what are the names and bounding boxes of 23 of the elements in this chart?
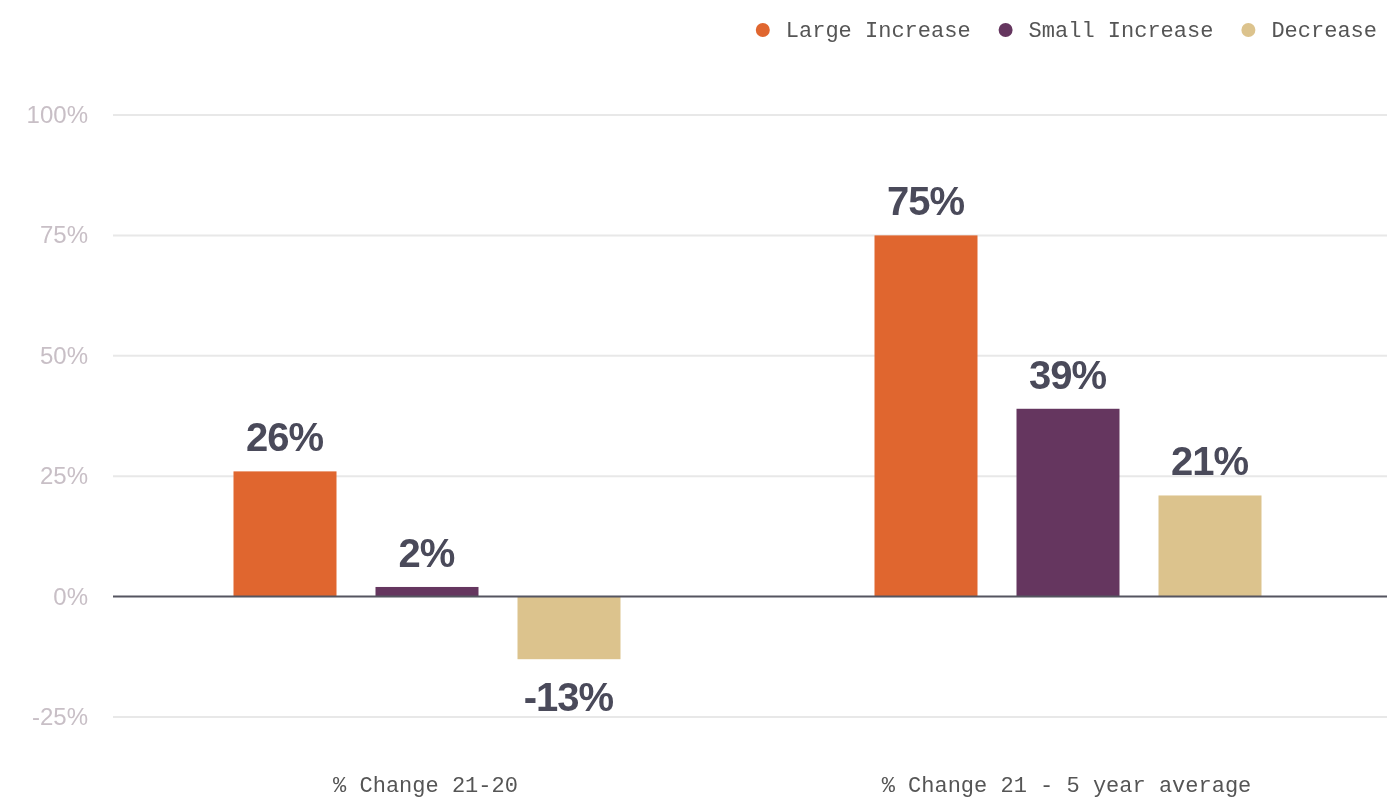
- y-tick-label: 75%: [39, 221, 88, 249]
- bar: [233, 471, 337, 597]
- data-label: 21%: [1170, 439, 1249, 484]
- bar: [517, 596, 621, 660]
- y-tick-label: 25%: [39, 462, 88, 490]
- data-label: 75%: [886, 179, 965, 224]
- y-tick-label: 0%: [53, 582, 88, 610]
- bar: [1158, 495, 1262, 597]
- legend-label: Decrease: [1271, 19, 1378, 44]
- data-label: 39%: [1028, 352, 1107, 397]
- y-tick-label: 100%: [26, 101, 88, 128]
- x-tick-label: % Change 21 - 5 year average: [881, 774, 1252, 799]
- x-tick-label: % Change 21-20: [333, 774, 518, 799]
- data-label: -13%: [523, 675, 614, 720]
- y-tick-label: -25%: [31, 703, 88, 730]
- bar: [874, 235, 978, 597]
- data-label: 26%: [245, 415, 324, 460]
- bar: [1016, 408, 1120, 597]
- legend-label: Small Increase: [1028, 19, 1214, 44]
- y-tick-label: 50%: [39, 341, 88, 369]
- bar: [375, 586, 479, 597]
- data-label: 2%: [398, 530, 455, 575]
- legend-label: Large Increase: [785, 19, 971, 44]
